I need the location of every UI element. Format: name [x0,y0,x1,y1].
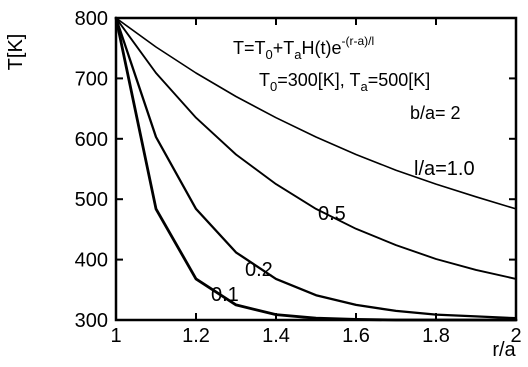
formula-exp: -(r-a)/l [342,34,375,48]
series-line-0 [115,17,517,210]
ratio-annotation: b/a= 2 [410,103,461,123]
y-tick-label: 700 [75,68,108,90]
series-line-2 [114,16,518,320]
plot-frame [114,16,518,322]
curve-label-l01: 0.1 [211,284,239,306]
params-t0-sub: 0 [270,79,277,94]
y-tick-label: 500 [75,189,108,211]
y-tick-label: 800 [75,8,108,30]
formula-lhs: T=T [233,38,266,58]
formula-annotation: T=T0+TaH(t)e-(r-a)/l [233,34,374,62]
x-tick-label: 2 [510,325,521,347]
y-tick-label: 600 [75,129,108,151]
formula-sub0: 0 [266,47,273,62]
params-annotation: T0=300[K], Ta=500[K] [259,70,430,94]
x-tick-label: 1.6 [342,325,370,347]
y-tick-label: 400 [75,250,108,272]
y-tick-label: 300 [75,310,108,332]
params-t0-val: =300[K], T [277,70,360,90]
x-tick-label: 1.4 [262,325,290,347]
params-ta-val: =500[K] [368,70,431,90]
formula-suba: a [294,47,302,62]
curve-label-l1: l/a=1.0 [414,158,475,180]
formula-rhs: H(t)e [302,38,342,58]
curve-label-l02: 0.2 [245,259,273,281]
series-line-1 [115,17,517,280]
formula-mid: +T [273,38,295,58]
x-axis-title: r/a [492,339,516,361]
x-tick-label: 1.2 [182,325,210,347]
curve-label-l05: 0.5 [318,203,346,225]
x-tick-label: 1.8 [422,325,450,347]
ticks: 1 1.2 1.4 1.6 1.8 2 300 400 500 600 700 800 [75,8,522,347]
params-ta-sub: a [360,79,368,94]
y-axis-title: T[K] [5,34,27,71]
x-tick-label: 1 [110,325,121,347]
params-t0: T [259,70,270,90]
